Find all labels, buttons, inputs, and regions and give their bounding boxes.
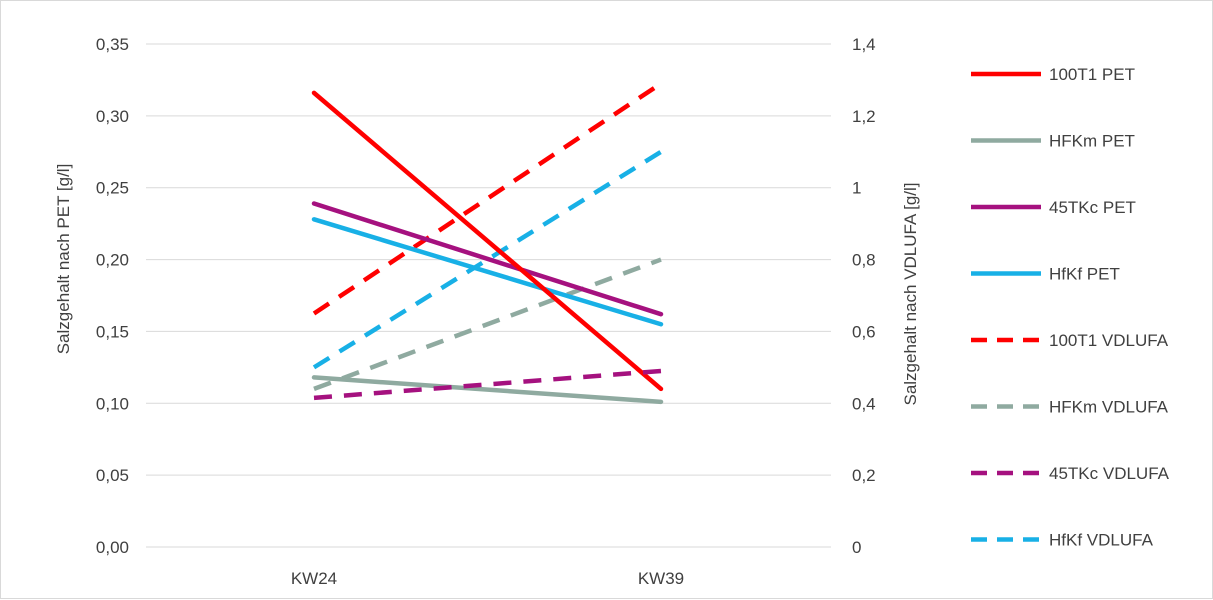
left-tick-label: 0,30 xyxy=(96,107,129,126)
left-tick-label: 0,25 xyxy=(96,179,129,198)
right-axis-title: Salzgehalt nach VDLUFA [g/l] xyxy=(901,182,920,405)
left-tick-label: 0,05 xyxy=(96,466,129,485)
left-tick-label: 0,10 xyxy=(96,394,129,413)
series-line-100t1-vdlufa xyxy=(312,81,663,316)
right-tick-label: 0,2 xyxy=(852,466,876,485)
series-line-100t1-pet xyxy=(311,90,664,392)
legend-label: 45TKc PET xyxy=(1049,198,1136,217)
x-tick-label: KW24 xyxy=(291,569,337,588)
legend-label: 100T1 PET xyxy=(1049,65,1135,84)
series-line-45tkc-vdlufa xyxy=(313,368,662,401)
legend-label: HfKf VDLUFA xyxy=(1049,531,1154,550)
right-tick-label: 0,4 xyxy=(852,394,876,413)
right-tick-label: 1 xyxy=(852,179,861,198)
left-tick-label: 0,20 xyxy=(96,251,129,270)
left-tick-label: 0,35 xyxy=(96,35,129,54)
series-line-hfkm-pet xyxy=(311,375,664,405)
gridlines xyxy=(146,43,831,548)
series-line-45tkc-pet xyxy=(311,201,664,317)
series-line-hfkf-vdlufa xyxy=(312,149,663,370)
series-line-hfkm-vdlufa xyxy=(313,257,662,392)
series-line-hfkf-pet xyxy=(311,217,664,327)
left-tick-label: 0,00 xyxy=(96,538,129,557)
legend-label: 100T1 VDLUFA xyxy=(1049,331,1169,350)
x-tick-label: KW39 xyxy=(638,569,684,588)
right-tick-label: 1,4 xyxy=(852,35,876,54)
right-axis-ticks: 0 0,2 0,4 0,6 0,8 1 1,2 1,4 xyxy=(852,35,876,557)
legend: 100T1 PET HFKm PET 45TKc PET HfKf PET 100T1 … xyxy=(971,65,1170,550)
left-tick-label: 0,15 xyxy=(96,322,129,341)
legend-label: HFKm PET xyxy=(1049,132,1135,151)
right-tick-label: 0 xyxy=(852,538,861,557)
left-axis-ticks: 0,00 0,05 0,10 0,15 0,20 0,25 0,30 0,35 xyxy=(96,35,129,557)
legend-label: 45TKc VDLUFA xyxy=(1049,464,1170,483)
series-lines xyxy=(311,81,664,405)
legend-label: HfKf PET xyxy=(1049,265,1120,284)
x-axis-ticks: KW24 KW39 xyxy=(291,569,684,588)
right-tick-label: 1,2 xyxy=(852,107,876,126)
legend-label: HFKm VDLUFA xyxy=(1049,398,1169,417)
right-tick-label: 0,6 xyxy=(852,322,876,341)
left-axis-title: Salzgehalt nach PET [g/l] xyxy=(54,164,73,355)
right-tick-label: 0,8 xyxy=(852,251,876,270)
